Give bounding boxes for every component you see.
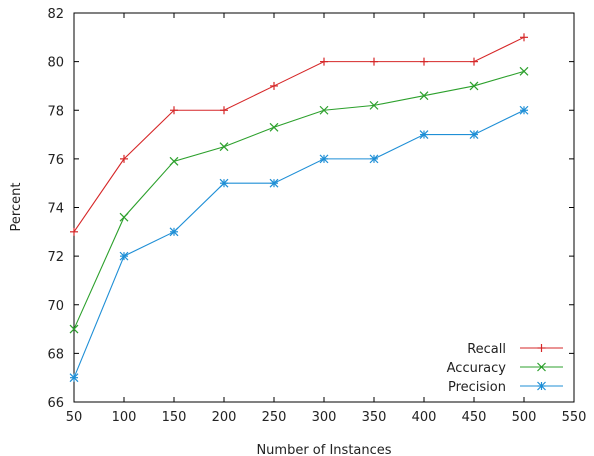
data-point-precision (469, 130, 479, 139)
series-line-accuracy (73, 70, 525, 330)
y-tick-label: 74 (47, 202, 64, 217)
data-point-recall (270, 81, 278, 90)
data-point-accuracy (369, 100, 379, 110)
y-tick-label: 70 (47, 299, 64, 314)
data-point-recall (120, 154, 128, 163)
data-point-precision (119, 251, 129, 261)
data-point-precision (69, 373, 79, 383)
x-tick-label: 350 (362, 410, 387, 425)
data-point-precision (269, 178, 279, 188)
legend-label: Recall (467, 342, 506, 357)
legend-item-precision: Precision (448, 380, 563, 395)
data-point-precision (219, 178, 229, 188)
x-tick-label: 300 (312, 410, 337, 425)
x-tick-label: 200 (212, 410, 237, 425)
data-point-recall (220, 106, 228, 115)
x-tick-label: 250 (262, 410, 287, 425)
data-point-accuracy (169, 156, 179, 166)
y-tick-label: 82 (47, 7, 64, 22)
data-point-precision (519, 105, 529, 115)
x-tick-label: 100 (112, 410, 137, 425)
data-point-accuracy (419, 91, 429, 101)
y-tick-label: 66 (47, 396, 64, 411)
series-lines (73, 36, 525, 378)
x-tick-label: 400 (412, 410, 437, 425)
data-point-recall (420, 57, 428, 66)
y-axis-label: Percent (9, 183, 24, 232)
data-point-recall (470, 57, 478, 66)
axis-ticks: 50 100 150 200 250 300 350 400 450 500 550 66 68 70 72… (47, 7, 586, 425)
series-markers (69, 33, 529, 383)
data-point-accuracy (519, 66, 529, 76)
legend-marker (537, 344, 546, 352)
data-point-recall (170, 106, 178, 115)
legend-item-recall: Recall (467, 342, 563, 357)
x-tick-label: 550 (562, 410, 587, 425)
x-axis-label: Number of Instances (256, 443, 391, 456)
legend-marker (537, 362, 546, 372)
data-point-recall (70, 227, 78, 236)
y-tick-label: 76 (47, 153, 64, 168)
y-tick-label: 68 (47, 347, 64, 362)
legend-marker (537, 381, 546, 391)
data-point-accuracy (219, 142, 229, 152)
y-tick-label: 72 (47, 250, 64, 265)
data-point-recall (370, 57, 378, 66)
x-tick-label: 500 (512, 410, 537, 425)
series-line-precision (73, 109, 525, 378)
x-tick-label: 450 (462, 410, 487, 425)
data-point-precision (319, 154, 329, 164)
data-point-accuracy (119, 212, 129, 222)
y-tick-label: 78 (47, 104, 64, 119)
legend-label: Accuracy (447, 361, 507, 376)
data-point-precision (369, 154, 379, 164)
data-point-accuracy (269, 122, 279, 132)
y-tick-label: 80 (47, 56, 64, 71)
legend-item-accuracy: Accuracy (447, 361, 563, 376)
data-point-recall (520, 33, 528, 42)
data-point-accuracy (469, 81, 479, 91)
data-point-precision (419, 130, 429, 139)
x-tick-label: 50 (66, 410, 83, 425)
series-line-recall (73, 36, 525, 233)
data-point-recall (320, 57, 328, 66)
legend-label: Precision (448, 380, 506, 395)
data-point-accuracy (69, 324, 79, 334)
data-point-precision (169, 227, 179, 237)
data-point-accuracy (319, 105, 329, 115)
x-tick-label: 150 (162, 410, 187, 425)
legend: Recall Accuracy Precision (447, 342, 563, 395)
